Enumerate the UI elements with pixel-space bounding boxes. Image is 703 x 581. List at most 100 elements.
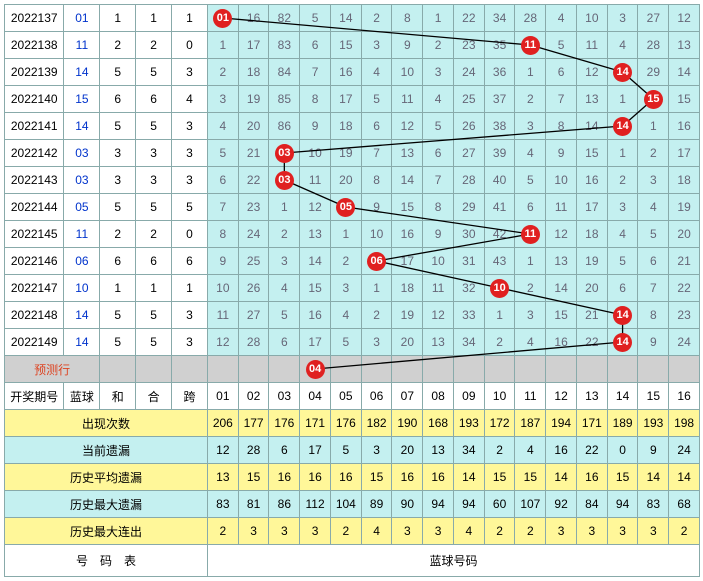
hit-ball: 01 [213, 9, 232, 28]
lottery-grid: 2022137011111682514281223428410327122022… [4, 4, 700, 577]
stat-row: 历史最大连出2333243342233332 [5, 518, 700, 545]
grid-cell: 19 [330, 140, 361, 167]
grid-cell: 17 [330, 86, 361, 113]
stat-cell: 2 [330, 518, 361, 545]
stat-cell: 4 [361, 518, 392, 545]
grid-cell: 18 [576, 221, 607, 248]
stat-cell: 2 [207, 518, 238, 545]
hit-ball: 14 [613, 333, 632, 352]
grid-cell: 5 [361, 86, 392, 113]
header-hex: 合 [136, 383, 172, 410]
grid-cell: 14 [300, 248, 331, 275]
stat-cell: 193 [638, 410, 669, 437]
stat-cell: 14 [453, 464, 484, 491]
grid-cell: 3 [361, 32, 392, 59]
header-ball: 03 [269, 383, 300, 410]
header-ball: 09 [453, 383, 484, 410]
stat-label: 历史最大遗漏 [5, 491, 208, 518]
stat-cell: 86 [269, 491, 300, 518]
grid-cell: 27 [238, 302, 269, 329]
grid-cell: 27 [453, 140, 484, 167]
stat-cell: 60 [484, 491, 515, 518]
stat-cell: 16 [546, 437, 577, 464]
kua-cell: 3 [172, 140, 208, 167]
stat-row: 当前遗漏1228617532013342416220924 [5, 437, 700, 464]
stat-cell: 3 [423, 518, 454, 545]
he-cell: 3 [100, 140, 136, 167]
header-ball: 10 [484, 383, 515, 410]
grid-cell: 28 [238, 329, 269, 356]
stat-cell: 168 [423, 410, 454, 437]
grid-cell: 41 [484, 194, 515, 221]
data-row: 202214914553122861753201334241622924 [5, 329, 700, 356]
grid-cell: 3 [330, 275, 361, 302]
grid-cell: 12 [300, 194, 331, 221]
grid-cell: 1 [607, 86, 638, 113]
stat-cell: 22 [576, 437, 607, 464]
grid-cell: 38 [484, 113, 515, 140]
grid-cell: 11 [546, 194, 577, 221]
grid-cell: 19 [576, 248, 607, 275]
footer-row: 号 码 表蓝球号码 [5, 545, 700, 577]
grid-cell: 7 [546, 86, 577, 113]
grid-cell: 9 [392, 32, 423, 59]
stat-cell: 17 [300, 437, 331, 464]
grid-cell: 16 [576, 167, 607, 194]
hit-ball: 14 [613, 117, 632, 136]
kua-cell: 1 [172, 275, 208, 302]
hex-cell: 5 [136, 113, 172, 140]
grid-cell: 1 [607, 140, 638, 167]
stat-cell: 2 [484, 518, 515, 545]
lanqiu-cell: 05 [64, 194, 100, 221]
pred-cell [330, 356, 361, 383]
stat-cell: 16 [300, 464, 331, 491]
grid-cell: 17 [392, 248, 423, 275]
grid-cell: 20 [392, 329, 423, 356]
stat-cell: 24 [669, 437, 700, 464]
footer-left: 号 码 表 [5, 545, 208, 577]
grid-cell: 26 [453, 113, 484, 140]
grid-cell: 82 [269, 5, 300, 32]
grid-cell: 6 [607, 275, 638, 302]
header-he: 和 [100, 383, 136, 410]
grid-cell: 16 [392, 221, 423, 248]
kua-cell: 1 [172, 5, 208, 32]
lanqiu-cell: 14 [64, 59, 100, 86]
stat-cell: 15 [361, 464, 392, 491]
hex-cell: 1 [136, 275, 172, 302]
stat-cell: 2 [515, 518, 546, 545]
grid-cell: 1 [423, 5, 454, 32]
header-lanqiu: 蓝球 [64, 383, 100, 410]
grid-cell: 2 [361, 302, 392, 329]
stat-cell: 0 [607, 437, 638, 464]
grid-cell: 1 [361, 275, 392, 302]
lanqiu-cell: 03 [64, 140, 100, 167]
grid-cell: 16 [546, 329, 577, 356]
lanqiu-cell: 06 [64, 248, 100, 275]
grid-cell: 25 [238, 248, 269, 275]
grid-cell: 12 [392, 113, 423, 140]
grid-cell: 3 [207, 86, 238, 113]
data-row: 202214606666925314217103143113195621 [5, 248, 700, 275]
hit-ball: 03 [275, 171, 294, 190]
grid-cell: 15 [300, 275, 331, 302]
grid-cell: 23 [669, 302, 700, 329]
grid-cell: 37 [484, 86, 515, 113]
grid-cell: 13 [423, 329, 454, 356]
hex-cell: 1 [136, 5, 172, 32]
grid-cell: 3 [607, 5, 638, 32]
grid-cell: 20 [330, 167, 361, 194]
grid-cell: 25 [453, 86, 484, 113]
lanqiu-cell: 15 [64, 86, 100, 113]
lanqiu-cell: 14 [64, 329, 100, 356]
pred-cell [638, 356, 669, 383]
grid-cell: 2 [515, 86, 546, 113]
grid-cell: 22 [238, 167, 269, 194]
stat-label: 当前遗漏 [5, 437, 208, 464]
grid-cell: 7 [300, 59, 331, 86]
header-ball: 14 [607, 383, 638, 410]
stat-cell: 176 [269, 410, 300, 437]
hex-cell: 2 [136, 221, 172, 248]
grid-cell: 22 [669, 275, 700, 302]
grid-cell: 31 [453, 248, 484, 275]
